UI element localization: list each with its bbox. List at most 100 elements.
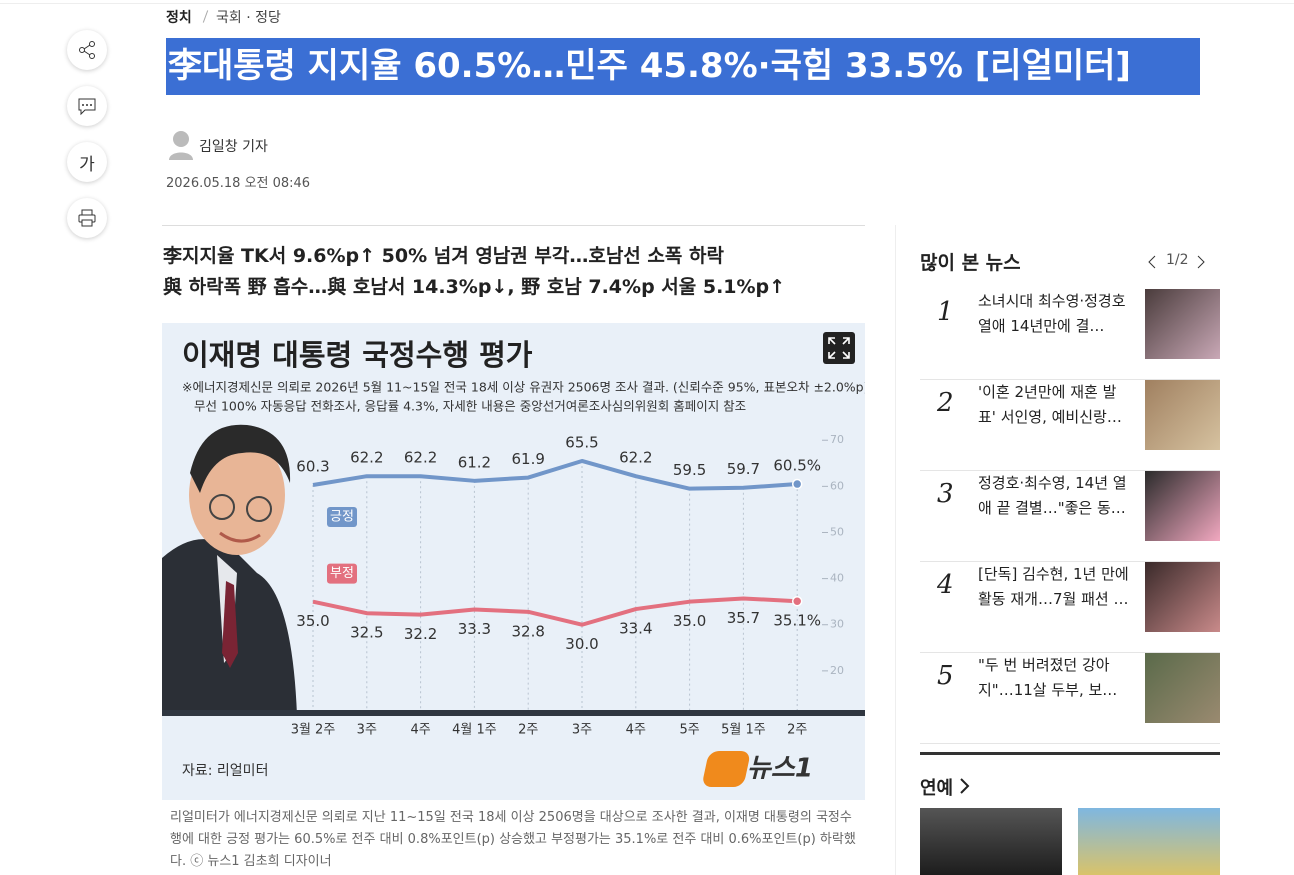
author-avatar (169, 131, 193, 160)
y-tick-label: 20 (830, 664, 844, 677)
thumbnail[interactable] (1145, 653, 1220, 723)
thumbnail[interactable] (1145, 562, 1220, 632)
comment-icon (78, 98, 96, 116)
value-label: 60.3 (296, 457, 329, 475)
headline: 李대통령 지지율 60.5%…민주 45.8%·국힘 33.5% [리얼미터] (166, 38, 1200, 95)
value-label: 35.7 (727, 609, 760, 627)
date: 2026.05.18 오전 08:46 (166, 176, 311, 191)
x-tick-label: 4주 (626, 723, 646, 738)
popular-title-text[interactable]: 정경호·최수영, 14년 열애 끝 결별…"좋은 동… (978, 474, 1127, 517)
x-tick-label: 2주 (787, 723, 807, 738)
popular-title-text[interactable]: "두 번 버려졌던 강아지"…11살 두부, 보… (978, 656, 1118, 699)
expand-button[interactable] (823, 332, 855, 364)
breadcrumb-separator (202, 10, 209, 23)
print-icon (78, 209, 96, 227)
share-button[interactable] (67, 30, 107, 70)
column-divider (895, 225, 896, 875)
chart-note: ※에너지경제신문 의뢰로 2026년 5월 11~15일 전국 18세 이상 유… (182, 380, 865, 395)
chart: 이재명 대통령 국정수행 평가 ※에너지경제신문 의뢰로 2026년 5월 11… (162, 323, 865, 800)
comment-button[interactable] (67, 86, 107, 126)
print-button[interactable] (67, 198, 107, 238)
section-arrow (960, 778, 970, 794)
thumbnail[interactable] (1145, 471, 1220, 541)
breadcrumb-section[interactable]: 정치 (166, 10, 192, 26)
series-tag (327, 563, 357, 584)
author[interactable]: 김일창 기자 (199, 139, 268, 155)
end-marker (791, 478, 803, 490)
section-thumb[interactable] (1078, 808, 1220, 875)
x-tick-label: 4주 (410, 723, 430, 738)
value-label: 65.5 (565, 433, 598, 451)
x-tick-label: 3주 (572, 723, 592, 738)
x-tick-label: 2주 (518, 723, 538, 738)
subheadline: 李지지율 TK서 9.6%p↑ 50% 넘겨 영남권 부각…호남선 소폭 하락 … (163, 241, 785, 303)
rank: 2 (937, 388, 954, 418)
value-label: 32.8 (511, 622, 544, 640)
series-tag (327, 506, 357, 527)
x-tick-label: 4월 1주 (452, 723, 497, 738)
value-label: 33.4 (619, 620, 652, 638)
end-marker (791, 595, 803, 607)
breadcrumb-subsection[interactable]: 국회 · 정당 (216, 10, 281, 26)
legend-label: 긍정 (330, 509, 354, 524)
value-label: 61.2 (458, 453, 491, 471)
thumbnail[interactable] (1145, 380, 1220, 450)
popular-title-text[interactable]: 소녀시대 최수영·정경호 열애 14년만에 결… (978, 292, 1126, 335)
series-line (312, 458, 798, 491)
x-tick-label: 3월 2주 (291, 723, 336, 738)
value-label: 60.5% (773, 457, 821, 475)
chart-caption: 리얼미터가 에너지경제신문 의뢰로 지난 11~15일 전국 18세 이상 25… (170, 810, 856, 869)
x-tick-label: 3주 (357, 723, 377, 738)
y-tick-label: 50 (830, 525, 844, 538)
font-size-button[interactable]: 가 (67, 142, 107, 182)
rank: 1 (937, 297, 954, 327)
rank: 5 (937, 661, 954, 691)
subheadline-line: 李지지율 TK서 9.6%p↑ 50% 넘겨 영남권 부각…호남선 소폭 하락 (163, 245, 724, 267)
value-label: 30.0 (565, 635, 598, 653)
pagination: 1/2 (1166, 252, 1189, 268)
chart-title: 이재명 대통령 국정수행 평가 (182, 338, 533, 372)
chart-note: 무선 100% 자동응답 전화조사, 응답률 4.3%, 자세한 내용은 중앙선… (194, 399, 746, 414)
value-label: 62.2 (619, 449, 652, 467)
popular-item[interactable]: 4 [단독] 김수현, 1년 만에 활동 재개…7월 패션 … (920, 562, 1220, 653)
legend-label: 부정 (330, 566, 354, 581)
popular-item[interactable]: 1 소녀시대 최수영·정경호 열애 14년만에 결… (920, 289, 1220, 380)
value-label: 59.7 (727, 460, 760, 478)
rank: 3 (937, 479, 954, 509)
thumbnail[interactable] (1145, 289, 1220, 359)
popular-title-text[interactable]: [단독] 김수현, 1년 만에 활동 재개…7월 패션 … (978, 565, 1129, 608)
president-photo (162, 424, 297, 715)
value-label: 33.3 (458, 620, 491, 638)
value-label: 59.5 (673, 461, 706, 479)
popular-item[interactable]: 3 정경호·최수영, 14년 열애 끝 결별…"좋은 동… (920, 471, 1220, 562)
next-button[interactable] (1196, 255, 1206, 269)
axis-band (162, 710, 865, 716)
divider (162, 225, 865, 226)
value-label: 35.0 (296, 612, 329, 630)
x-tick-label: 5월 1주 (721, 723, 766, 738)
value-label: 61.9 (511, 450, 544, 468)
prev-button[interactable] (1147, 255, 1157, 269)
x-tick-label: 5주 (679, 723, 699, 738)
popular-item[interactable]: 5 "두 번 버려졌던 강아지"…11살 두부, 보… (920, 653, 1220, 744)
y-tick-label: 30 (830, 618, 844, 631)
value-label: 32.5 (350, 624, 383, 642)
logo-text: 뉴스1 (747, 754, 813, 784)
section-thumb[interactable] (920, 808, 1062, 875)
popular-title: 많이 본 뉴스 (920, 252, 1021, 274)
value-label: 32.2 (404, 625, 437, 643)
value-label: 35.1% (773, 612, 821, 630)
value-label: 35.0 (673, 612, 706, 630)
popular-title-text[interactable]: '이혼 2년만에 재혼 발표' 서인영, 예비신랑… (978, 383, 1122, 426)
y-tick-label: 40 (830, 572, 844, 585)
chart-source: 자료: 리얼미터 (182, 763, 268, 779)
rank: 4 (937, 570, 954, 600)
section-divider (920, 752, 1220, 755)
share-icon (79, 41, 95, 59)
popular-item[interactable]: 2 '이혼 2년만에 재혼 발표' 서인영, 예비신랑… (920, 380, 1220, 471)
section-title[interactable]: 연예 (920, 778, 954, 799)
top-border (0, 3, 1294, 4)
value-label: 62.2 (350, 449, 383, 467)
y-tick-label: 70 (830, 433, 844, 446)
